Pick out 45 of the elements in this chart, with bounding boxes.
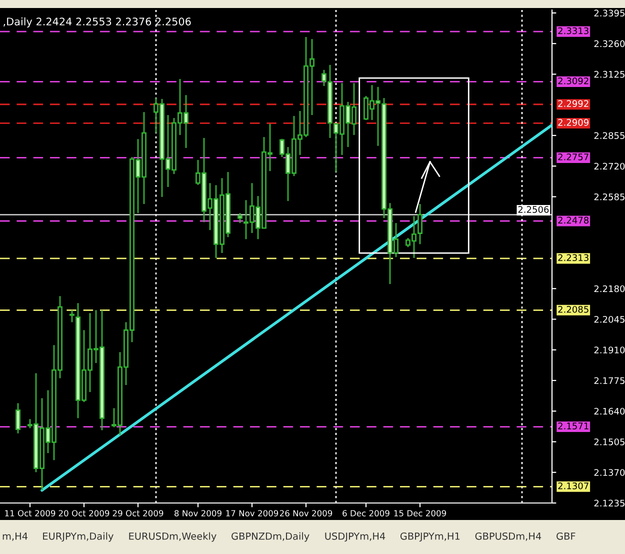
ref-line-label: 2.2909 xyxy=(558,119,589,126)
x-tick-label: 6 Dec 2009 xyxy=(342,510,390,516)
x-tick-label: 26 Nov 2009 xyxy=(280,510,332,516)
y-tick-label: 2.1910 xyxy=(594,346,625,354)
x-tick-label: 17 Nov 2009 xyxy=(226,510,278,516)
ref-line-label: 2.1307 xyxy=(558,482,588,490)
y-tick-label: 2.1235 xyxy=(594,500,624,507)
ref-line-label: 2.2085 xyxy=(558,306,588,313)
x-tick-label: 29 Oct 2009 xyxy=(112,510,164,516)
y-tick-label: 2.3395 xyxy=(594,10,624,17)
ref-line-label: 2.2506 xyxy=(518,206,549,213)
y-tick-label: 2.3125 xyxy=(594,70,624,78)
ref-line-label: 2.2992 xyxy=(558,100,588,107)
ref-line-label: 2.2313 xyxy=(558,254,588,262)
text: GBPNZDm,Daily xyxy=(232,532,310,542)
ref-line-label: 2.2478 xyxy=(558,216,589,224)
ref-line-label: 2.3092 xyxy=(558,77,588,84)
candlestick xyxy=(70,309,74,323)
text: EURUSDm,Weekly xyxy=(129,532,216,542)
y-tick-label: 2.2720 xyxy=(594,162,625,170)
text: USDJPYm,H4 xyxy=(325,532,386,542)
ref-line-label: 2.1571 xyxy=(558,422,588,430)
y-tick-label: 2.1640 xyxy=(594,408,625,415)
y-tick-label: 2.3260 xyxy=(594,40,625,48)
y-tick-label: 2.2585 xyxy=(594,193,624,200)
candlestick xyxy=(16,402,20,434)
y-tick-label: 2.2855 xyxy=(594,132,624,140)
x-tick-label: 11 Oct 2009 xyxy=(5,510,56,516)
y-tick-label: 2.1775 xyxy=(594,377,624,384)
text: EURJPYm,Daily xyxy=(43,532,114,542)
x-tick-label: 8 Nov 2009 xyxy=(174,510,222,516)
y-tick-label: 2.1370 xyxy=(594,469,625,476)
y-tick-label: 2.2045 xyxy=(594,316,624,323)
ref-line-label: 2.3313 xyxy=(558,27,588,34)
y-tick-label: 2.1505 xyxy=(594,438,624,446)
x-tick-label: 15 Dec 2009 xyxy=(394,510,446,516)
candlestick xyxy=(238,212,242,224)
text: ,Daily 2.2424 2.2553 2.2376 2.2506 xyxy=(4,17,191,28)
text: GBPJPYm,H1 xyxy=(400,532,460,542)
ref-line-label: 2.2757 xyxy=(558,153,588,160)
text: m,H4 xyxy=(2,532,28,541)
text: GBPUSDm,H4 xyxy=(475,532,542,541)
text: GBF xyxy=(556,532,576,540)
x-tick-label: 20 Oct 2009 xyxy=(58,510,110,516)
y-tick-label: 2.2180 xyxy=(594,285,625,292)
